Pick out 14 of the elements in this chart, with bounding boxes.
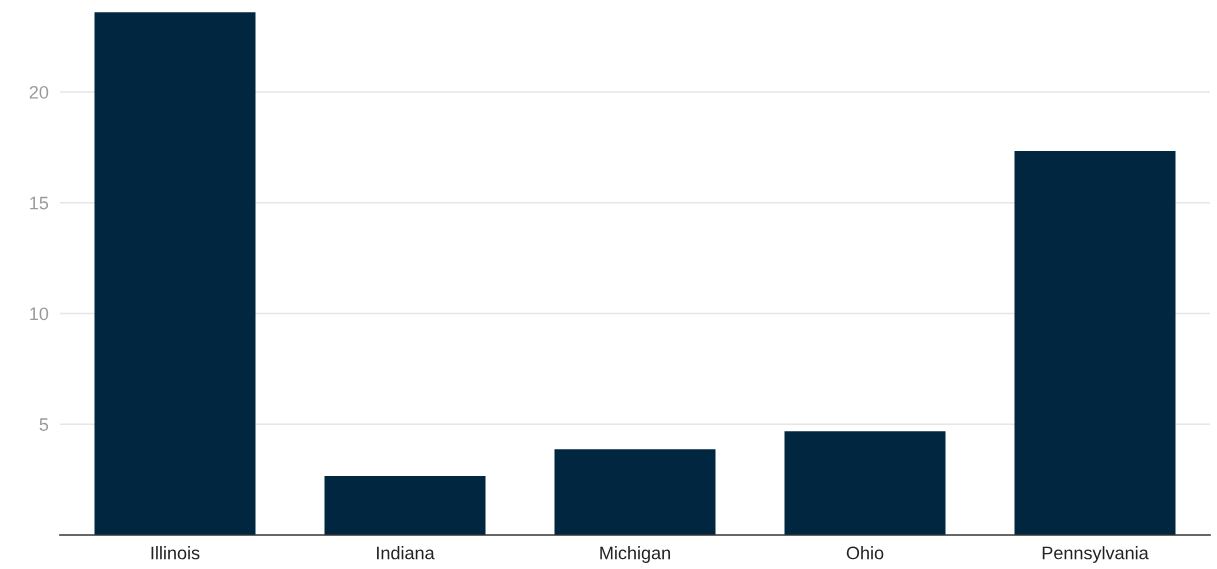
x-tick-label: Illinois — [151, 546, 200, 560]
x-tick-label: Indiana — [377, 546, 435, 560]
y-tick-label: 10 — [30, 307, 49, 321]
bar — [324, 476, 486, 535]
bar — [554, 449, 716, 535]
x-tick-label: Michigan — [600, 546, 670, 563]
y-tick-label: 5 — [39, 418, 49, 431]
bar — [1014, 150, 1176, 535]
bar — [94, 12, 256, 535]
bar — [784, 431, 946, 535]
x-tick-label: Pennsylvania — [1042, 546, 1149, 563]
x-tick-label: Ohio — [846, 546, 884, 560]
y-tick-label: 15 — [30, 196, 49, 210]
y-tick-label: 20 — [29, 85, 49, 99]
